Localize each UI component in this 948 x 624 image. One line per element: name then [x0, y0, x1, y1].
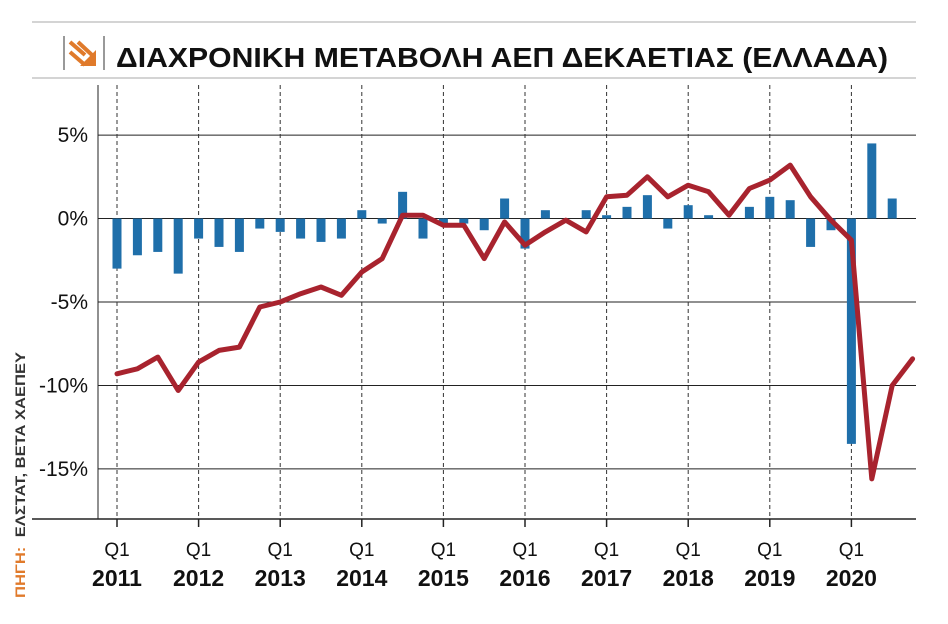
bar [377, 218, 387, 224]
bar [602, 215, 612, 219]
bar [744, 206, 754, 219]
annual-change-line [114, 162, 916, 482]
x-quarter-label: Q1 [757, 540, 782, 561]
x-quarter-label: Q1 [431, 540, 456, 561]
bar [581, 210, 591, 219]
x-year-label: 2013 [255, 565, 306, 591]
bar [765, 196, 775, 219]
bar [296, 218, 306, 239]
y-tick-label: -5% [51, 291, 88, 314]
bar [642, 195, 652, 219]
x-year-label: 2014 [336, 565, 387, 591]
bar [418, 218, 428, 239]
bar [704, 215, 714, 219]
source-text: ΕΛΣΤΑΤ, ΒΕΤΑ ΧΑΕΠΕΥ [13, 352, 28, 537]
x-quarter-label: Q1 [186, 540, 211, 561]
x-year-label: 2015 [418, 565, 469, 591]
bar [500, 198, 510, 219]
x-quarter-label: Q1 [104, 540, 129, 561]
bar [173, 218, 183, 274]
x-quarter-label: Q1 [839, 540, 864, 561]
bar [663, 218, 673, 229]
y-tick-label: -15% [39, 458, 88, 481]
bar [683, 205, 693, 219]
bar [887, 198, 897, 219]
bar [234, 218, 244, 252]
bar [336, 218, 346, 239]
bar [438, 218, 448, 224]
header: ΔΙΑΧΡΟΝΙΚΗ ΜΕΤΑΒΟΛΗ ΑΕΠ ΔΕΚΑΕΤΙΑΣ (ΕΛΛΑΔ… [32, 21, 916, 79]
y-axis-labels: 5% 0% -5% -10% -15% [39, 124, 88, 481]
x-year-label: 2012 [173, 565, 224, 591]
source-note: ΠΗΓΗ: ΕΛΣΤΑΤ, ΒΕΤΑ ΧΑΕΠΕΥ [13, 352, 28, 598]
bar [846, 218, 856, 444]
x-quarter-label: Q1 [349, 540, 374, 561]
bar [867, 143, 877, 219]
chart-title: ΔΙΑΧΡΟΝΙΚΗ ΜΕΤΑΒΟΛΗ ΑΕΠ ΔΕΚΑΕΤΙΑΣ (ΕΛΛΑΔ… [116, 42, 888, 73]
y-tick-label: -10% [39, 374, 88, 397]
plot-area [32, 85, 916, 527]
x-quarter-label: Q1 [268, 540, 293, 561]
bar [622, 206, 632, 219]
x-year-label: 2011 [92, 565, 142, 591]
svg-text:ΠΗΓΗ: ΕΛΣΤΑΤ, ΒΕΤΑ ΧΑΕΠΕ: ΠΗΓΗ: ΕΛΣΤΑΤ, ΒΕΤΑ ΧΑΕΠΕΥ [13, 352, 28, 598]
bar [214, 218, 224, 247]
x-year-label: 2019 [744, 565, 795, 591]
bar [112, 218, 122, 269]
x-year-label: 2020 [826, 565, 877, 591]
bar [540, 210, 550, 219]
bar [806, 218, 816, 247]
bar [520, 218, 530, 249]
x-quarter-label: Q1 [676, 540, 701, 561]
bar [194, 218, 204, 239]
x-year-label: 2017 [581, 565, 632, 591]
bar [153, 218, 163, 252]
x-quarter-label: Q1 [594, 540, 619, 561]
x-year-label: 2016 [499, 565, 550, 591]
brand-logo-icon [63, 36, 105, 70]
bar [398, 191, 408, 219]
quarterly-bars [112, 143, 897, 444]
x-quarter-label: Q1 [512, 540, 537, 561]
bar [479, 218, 489, 231]
bar [357, 210, 367, 219]
bar [132, 218, 142, 256]
x-axis-labels: Q1 2011 Q1 2012 Q1 2013 Q1 2014 Q1 2015 Q1 2016 Q1 20… [92, 540, 877, 591]
bar [316, 218, 326, 242]
bar [255, 218, 265, 229]
source-label: ΠΗΓΗ: [13, 547, 28, 598]
bar [785, 200, 795, 219]
y-tick-label: 0% [58, 208, 88, 231]
bar [275, 218, 285, 232]
horizontal-gridlines [97, 85, 916, 519]
y-tick-label: 5% [58, 124, 88, 147]
bar [826, 218, 836, 231]
x-year-label: 2018 [663, 565, 714, 591]
x-axis-ticks [116, 519, 853, 527]
bar [459, 218, 469, 224]
